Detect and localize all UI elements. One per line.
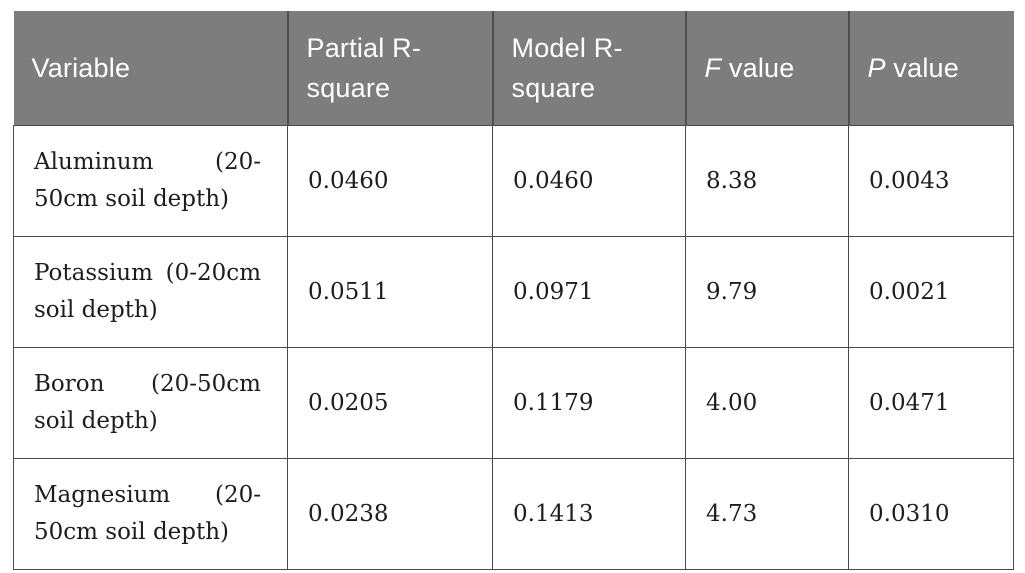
column-header-label: Model R-square [511, 32, 623, 104]
cell-partial-r-square: 0.0460 [287, 125, 493, 237]
cell-f-value: 8.38 [685, 125, 849, 237]
column-header-f-value: F value [684, 11, 849, 126]
column-header-variable: Variable [13, 11, 288, 126]
cell-model-r-square: 0.0460 [492, 125, 686, 237]
f-symbol: F [704, 52, 722, 83]
column-header-label: value [885, 52, 959, 83]
p-symbol: P [867, 52, 886, 83]
cell-partial-r-square: 0.0511 [287, 236, 493, 348]
cell-p-value: 0.0310 [848, 458, 1014, 570]
cell-model-r-square: 0.0971 [492, 236, 686, 348]
column-header-label: value [721, 52, 795, 83]
cell-p-value: 0.0021 [848, 236, 1014, 348]
cell-partial-r-square: 0.0205 [287, 347, 493, 459]
cell-variable: Boron (20-50cm soil depth) [13, 347, 288, 459]
cell-variable: Potassium (0-20cm soil depth) [13, 236, 288, 348]
table-row: Magnesium (20-50cm soil depth) 0.0238 0.… [13, 458, 1014, 570]
cell-variable: Magnesium (20-50cm soil depth) [13, 458, 288, 570]
cell-model-r-square: 0.1179 [492, 347, 686, 459]
statistics-table-container: Variable Partial R-square Model R-square… [13, 11, 1014, 570]
column-header-partial-r-square: Partial R-square [286, 11, 493, 126]
cell-f-value: 9.79 [685, 236, 849, 348]
column-header-label: Partial R-square [306, 32, 422, 104]
table-row: Boron (20-50cm soil depth) 0.0205 0.1179… [13, 347, 1014, 459]
cell-p-value: 0.0043 [848, 125, 1014, 237]
column-header-label: Variable [31, 52, 131, 83]
table-row: Aluminum (20-50cm soil depth) 0.0460 0.0… [13, 125, 1014, 237]
cell-p-value: 0.0471 [848, 347, 1014, 459]
cell-variable: Aluminum (20-50cm soil depth) [13, 125, 288, 237]
cell-f-value: 4.00 [685, 347, 849, 459]
column-header-model-r-square: Model R-square [491, 11, 686, 126]
table-header-row: Variable Partial R-square Model R-square… [13, 11, 1014, 126]
cell-f-value: 4.73 [685, 458, 849, 570]
column-header-p-value: P value [847, 11, 1014, 126]
statistics-table: Variable Partial R-square Model R-square… [13, 11, 1014, 570]
cell-partial-r-square: 0.0238 [287, 458, 493, 570]
cell-model-r-square: 0.1413 [492, 458, 686, 570]
table-row: Potassium (0-20cm soil depth) 0.0511 0.0… [13, 236, 1014, 348]
